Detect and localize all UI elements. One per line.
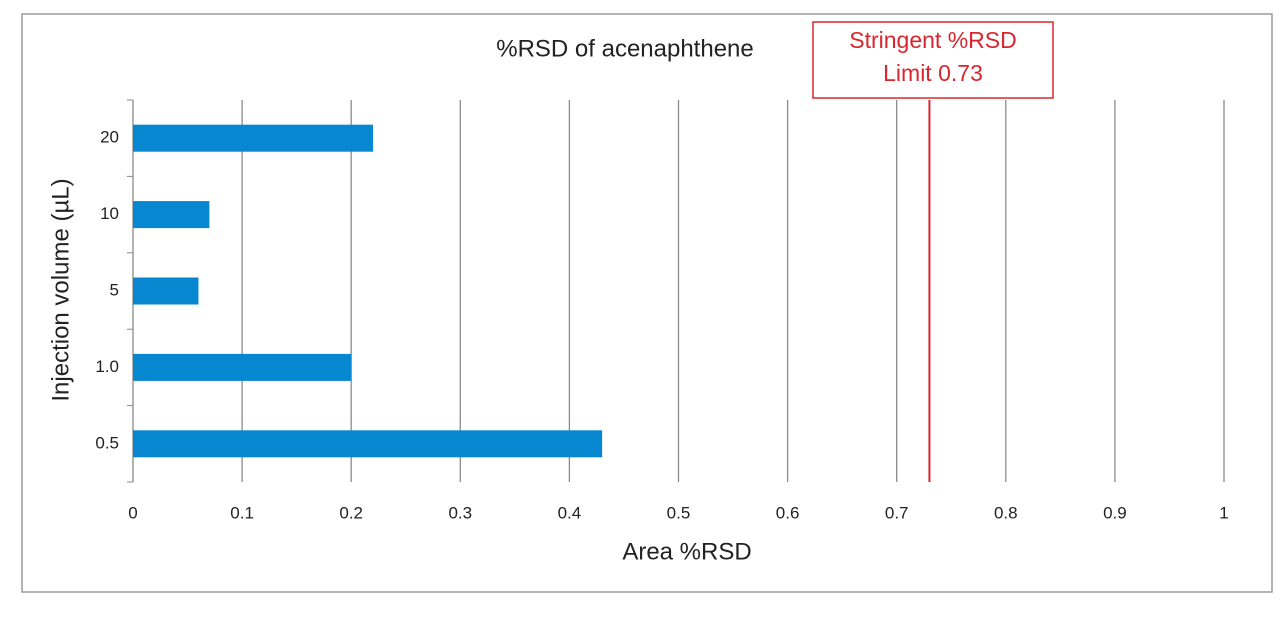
bar <box>133 430 603 458</box>
bar <box>133 124 374 152</box>
x-tick-label: 0.5 <box>667 503 691 522</box>
x-axis-label: Area %RSD <box>622 538 751 565</box>
x-tick-label: 0.7 <box>885 503 909 522</box>
chart-title: %RSD of acenaphthene <box>496 35 754 62</box>
bar <box>133 277 199 305</box>
annotation-text: Stringent %RSD <box>849 27 1016 53</box>
y-tick-label: 10 <box>100 204 119 223</box>
y-tick-label: 0.5 <box>95 433 119 452</box>
y-axis-label: Injection volume (µL) <box>47 178 74 401</box>
y-tick-label: 5 <box>110 280 119 299</box>
chart-frame <box>21 13 1273 593</box>
x-tick-label: 0.9 <box>1103 503 1127 522</box>
x-tick-label: 0.8 <box>994 503 1018 522</box>
x-tick-label: 0.4 <box>558 503 582 522</box>
x-tick-label: 0.3 <box>448 503 472 522</box>
x-tick-label: 0.2 <box>339 503 363 522</box>
bar <box>133 353 352 381</box>
x-tick-label: 1 <box>1219 503 1228 522</box>
bar <box>133 201 210 229</box>
x-tick-label: 0.6 <box>776 503 800 522</box>
y-tick-label: 20 <box>100 128 119 147</box>
y-tick-label: 1.0 <box>95 357 119 376</box>
annotation-box <box>812 21 1054 99</box>
annotation-text: Limit 0.73 <box>883 60 983 86</box>
x-tick-label: 0.1 <box>230 503 254 522</box>
x-tick-label: 0 <box>128 503 137 522</box>
